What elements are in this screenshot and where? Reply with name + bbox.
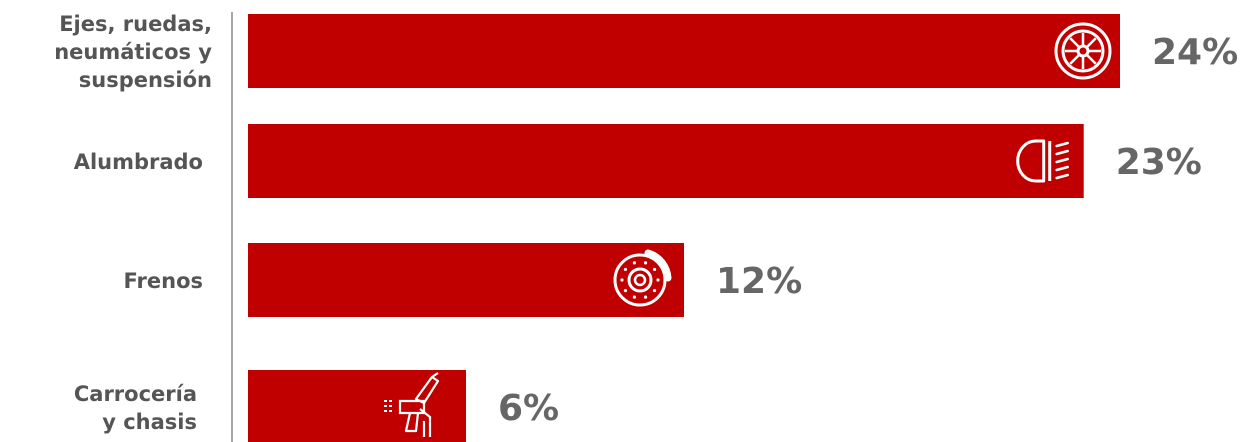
category-label: Frenos <box>124 269 203 293</box>
spray-gun-icon <box>384 372 440 437</box>
bar <box>248 124 1084 198</box>
bar <box>248 14 1120 88</box>
value-label: 6% <box>498 388 559 429</box>
value-label: 24% <box>1152 32 1238 73</box>
bar <box>248 243 684 317</box>
headlight-icon <box>1016 139 1069 183</box>
value-label: 23% <box>1116 142 1202 183</box>
value-label: 12% <box>716 261 802 302</box>
bar <box>248 370 466 442</box>
category-label: Alumbrado <box>74 150 203 174</box>
brake-disc-icon <box>613 249 672 307</box>
wheel-icon <box>1054 22 1112 80</box>
chart-marks: 24% Ejes, ruedas, neumáticos y suspensión 23… <box>54 12 1238 442</box>
category-label: Ejes, ruedas, neumáticos y suspensión <box>54 12 212 92</box>
category-label: Carrocería y chasis <box>74 382 197 434</box>
